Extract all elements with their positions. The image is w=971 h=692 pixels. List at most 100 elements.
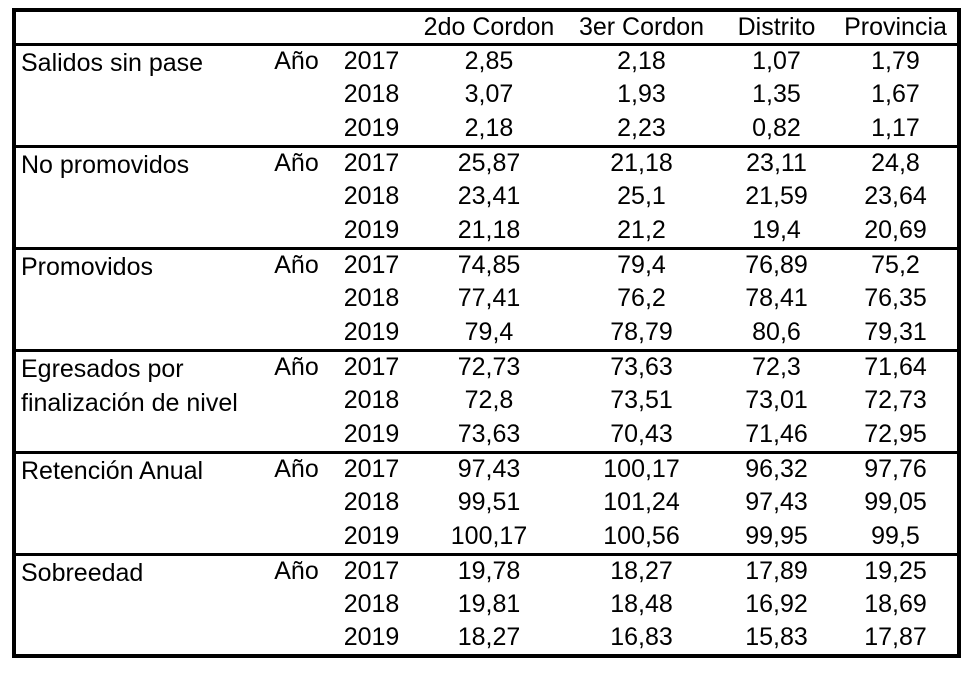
indicator-label: Egresados por finalización de nivel bbox=[21, 354, 238, 417]
value-cell: 18,27 bbox=[457, 623, 521, 652]
value-cell: 21,2 bbox=[617, 215, 666, 244]
table-row: Retención Anual Año 2017 97,43 100,17 96,32 97… bbox=[14, 452, 959, 486]
indicator-label: Retención Anual bbox=[21, 456, 204, 485]
value-cell: 21,59 bbox=[745, 182, 808, 211]
column-header-2do-cordon: 2do Cordon bbox=[423, 12, 555, 41]
value-cell: 2,18 bbox=[464, 113, 514, 142]
value-cell: 70,43 bbox=[610, 419, 673, 448]
value-cell: 78,79 bbox=[610, 317, 673, 346]
table-row: 2018 19,81 18,48 16,92 18,69 bbox=[14, 588, 959, 622]
year-column-label: Año bbox=[274, 149, 319, 177]
value-cell: 23,41 bbox=[457, 182, 521, 211]
empty-cell bbox=[264, 112, 329, 146]
value-cell: 71,64 bbox=[864, 353, 927, 381]
value-cell: 23,64 bbox=[864, 182, 927, 211]
value-cell: 19,81 bbox=[457, 590, 521, 619]
value-cell: 99,95 bbox=[745, 521, 808, 550]
value-cell: 19,4 bbox=[752, 215, 801, 244]
value-cell: 18,48 bbox=[610, 590, 673, 619]
value-cell: 100,17 bbox=[450, 521, 528, 550]
value-cell: 99,51 bbox=[457, 488, 521, 517]
value-cell: 99,5 bbox=[871, 521, 920, 550]
value-cell: 1,35 bbox=[752, 80, 801, 109]
value-cell: 97,43 bbox=[457, 455, 521, 483]
column-header-provincia: Provincia bbox=[844, 12, 947, 41]
table-row: 2018 99,51 101,24 97,43 99,05 bbox=[14, 486, 959, 520]
table-row: 2019 100,17 100,56 99,95 99,5 bbox=[14, 520, 959, 554]
year-cell: 2019 bbox=[343, 521, 400, 550]
value-cell: 79,31 bbox=[864, 317, 927, 346]
value-cell: 25,1 bbox=[617, 182, 666, 211]
value-cell: 21,18 bbox=[610, 149, 673, 177]
value-cell: 76,89 bbox=[745, 251, 808, 279]
value-cell: 97,43 bbox=[745, 488, 808, 517]
indicator-label: No promovidos bbox=[21, 150, 190, 179]
year-column-label: Año bbox=[274, 251, 319, 279]
value-cell: 73,51 bbox=[610, 386, 673, 415]
value-cell: 73,63 bbox=[610, 353, 673, 381]
table-row: 2019 73,63 70,43 71,46 72,95 bbox=[14, 418, 959, 452]
year-column-label: Año bbox=[274, 557, 319, 585]
value-cell: 1,17 bbox=[871, 113, 920, 142]
year-cell: 2017 bbox=[343, 47, 400, 75]
value-cell: 16,83 bbox=[610, 623, 673, 652]
year-label-header-empty bbox=[264, 10, 329, 44]
header-row: 2do Cordon 3er Cordon Distrito Provincia bbox=[14, 10, 959, 44]
value-cell: 74,85 bbox=[457, 251, 521, 279]
value-cell: 19,25 bbox=[864, 557, 927, 585]
year-cell: 2019 bbox=[343, 317, 400, 346]
value-cell: 18,69 bbox=[864, 590, 927, 619]
value-cell: 71,46 bbox=[745, 419, 808, 448]
value-cell: 97,76 bbox=[864, 455, 927, 483]
table-row: Promovidos Año 2017 74,85 79,4 76,89 75,2 bbox=[14, 248, 959, 282]
value-cell: 1,93 bbox=[617, 80, 666, 109]
year-cell: 2019 bbox=[343, 623, 400, 652]
value-cell: 16,92 bbox=[745, 590, 808, 619]
empty-cell bbox=[264, 180, 329, 214]
table-row: 2019 21,18 21,2 19,4 20,69 bbox=[14, 214, 959, 248]
value-cell: 17,87 bbox=[864, 623, 927, 652]
table-body: Salidos sin pase Año 2017 2,85 2,18 1,07 1,79 2… bbox=[14, 44, 959, 656]
value-cell: 19,78 bbox=[457, 557, 521, 585]
value-cell: 77,41 bbox=[457, 284, 521, 313]
column-header-3er-cordon: 3er Cordon bbox=[578, 12, 705, 41]
value-cell: 75,2 bbox=[871, 251, 920, 279]
empty-cell bbox=[264, 486, 329, 520]
year-cell: 2017 bbox=[343, 149, 400, 177]
value-cell: 80,6 bbox=[752, 317, 801, 346]
table-row: 2018 23,41 25,1 21,59 23,64 bbox=[14, 180, 959, 214]
value-cell: 3,07 bbox=[464, 80, 514, 109]
value-cell: 76,35 bbox=[864, 284, 927, 313]
table-row: 2018 77,41 76,2 78,41 76,35 bbox=[14, 282, 959, 316]
value-cell: 1,79 bbox=[871, 47, 920, 75]
value-cell: 73,01 bbox=[745, 386, 808, 415]
empty-cell bbox=[264, 520, 329, 554]
value-cell: 72,73 bbox=[457, 353, 521, 381]
year-cell: 2018 bbox=[343, 182, 400, 211]
year-cell: 2018 bbox=[343, 590, 400, 619]
empty-cell bbox=[264, 78, 329, 112]
value-cell: 0,82 bbox=[752, 113, 801, 142]
value-cell: 79,4 bbox=[464, 317, 514, 346]
table-row: Egresados por finalización de nivel Año 20… bbox=[14, 350, 959, 417]
value-cell: 23,11 bbox=[746, 149, 807, 177]
empty-cell bbox=[264, 588, 329, 622]
year-cell: 2018 bbox=[343, 386, 400, 415]
value-cell: 96,32 bbox=[745, 455, 808, 483]
value-cell: 100,56 bbox=[603, 521, 680, 550]
year-cell: 2019 bbox=[343, 215, 400, 244]
indicator-label: Promovidos bbox=[21, 252, 153, 281]
year-cell: 2017 bbox=[343, 557, 400, 585]
indicator-label: Sobreedad bbox=[21, 558, 144, 587]
year-column-label: Año bbox=[274, 47, 319, 75]
empty-cell bbox=[264, 214, 329, 248]
value-cell: 99,05 bbox=[864, 488, 927, 517]
year-column-label: Año bbox=[274, 353, 319, 381]
value-cell: 2,23 bbox=[617, 113, 666, 142]
year-cell: 2019 bbox=[343, 113, 400, 142]
value-cell: 1,07 bbox=[752, 47, 801, 75]
value-cell: 15,83 bbox=[745, 623, 808, 652]
table-row: No promovidos Año 2017 25,87 21,18 23,11 24,8 bbox=[14, 146, 959, 180]
value-cell: 79,4 bbox=[617, 251, 666, 279]
